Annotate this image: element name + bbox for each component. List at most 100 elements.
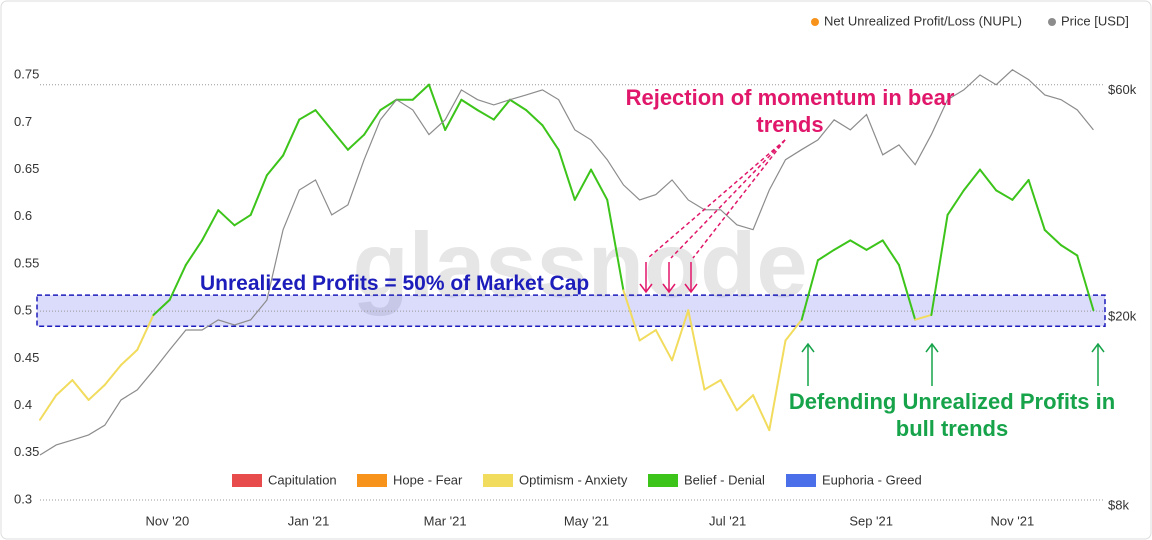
line-segment [752,394,771,432]
line-segment [265,154,285,177]
line-segment [233,213,252,227]
zone-swatch [786,474,816,487]
annotation: Defending Unrealized Profits in bull tre… [788,389,1116,441]
line-segment [55,379,74,397]
line-segment [719,379,738,412]
band-label: Unrealized Profits = 50% of Market Cap [200,272,590,295]
line-segment [346,133,366,151]
zone-label: Capitulation [268,472,337,487]
line-segment [1011,178,1030,201]
line-segment [411,83,430,101]
line-segment [881,239,900,266]
y-tick-label: 0.75 [14,67,39,82]
line-segment [735,394,755,412]
line-segment [444,98,463,131]
line-segment [39,394,58,421]
line-segment [87,383,106,401]
x-tick-label: Nov '21 [991,513,1035,528]
line-segment [784,318,803,342]
line-segment [541,124,560,151]
line-segment [687,309,706,391]
line-segment [120,348,139,367]
line-segment [168,263,187,301]
y-tick-label: 0.6 [14,208,32,223]
watermark: glassnode [352,214,807,316]
line-segment [152,298,171,316]
line-segment [363,109,382,136]
line-segment [573,168,593,201]
line-segment [249,174,268,216]
line-segment [508,98,528,112]
line-segment [897,263,917,321]
line-segment [136,313,155,351]
line-segment [282,118,301,157]
line-segment [557,148,576,201]
x-tick-label: Sep '21 [849,513,893,528]
line-segment [703,379,722,391]
line-segment [590,168,609,201]
line-segment [314,109,333,131]
line-segment [816,248,836,262]
line-segment [217,209,236,227]
line-segment [833,239,852,251]
y-tick-label: 0.65 [14,161,39,176]
line-segment [800,259,819,321]
x-tick-label: Jan '21 [288,513,330,528]
zone-label: Hope - Fear [393,472,463,487]
legend-marker [1048,18,1056,26]
x-tick-label: May '21 [564,513,609,528]
line-segment [849,239,868,251]
line-segment [460,98,479,112]
line-segment [654,329,674,362]
zone-swatch [648,474,678,487]
annotation: Rejection of momentum in bear trends [625,85,955,137]
line-segment [1043,229,1063,247]
line-segment [330,128,349,151]
line-segment [606,198,625,292]
zone-swatch [357,474,387,487]
line-segment [379,98,398,112]
line-segment [103,364,123,386]
y2-tick-label: $20k [1108,309,1137,324]
y2-tick-label: $8k [1108,497,1129,512]
line-segment [622,289,641,342]
y-tick-label: 0.5 [14,303,32,318]
line-segment [1076,254,1095,312]
zone-label: Euphoria - Greed [822,472,922,487]
line-segment [1060,244,1079,257]
y-tick-label: 0.4 [14,397,32,412]
zone-label: Belief - Denial [684,472,765,487]
line-segment [946,189,965,216]
line-segment [962,168,981,192]
line-segment [914,313,933,321]
line-segment [201,209,220,242]
line-segment [476,109,495,121]
x-tick-label: Mar '21 [424,513,467,528]
y-tick-label: 0.35 [14,444,39,459]
x-tick-label: Jul '21 [709,513,746,528]
line-segment [525,109,544,127]
zone-swatch [483,474,513,487]
line-segment [492,98,511,121]
price-line [39,69,1094,456]
line-segment [995,189,1014,201]
line-segment [71,379,90,401]
line-segment [1027,178,1046,232]
arrows [639,139,1105,386]
line-segment [768,339,787,432]
line-segment [638,329,657,342]
line-segment [298,109,317,121]
y-tick-label: 0.7 [14,114,32,129]
x-tick-label: Nov '20 [146,513,190,528]
line-segment [671,309,690,362]
y-tick-label: 0.3 [14,491,32,506]
y-tick-label: 0.45 [14,350,39,365]
y-tick-label: 0.55 [14,255,39,270]
line-segment [930,213,949,316]
zone-swatch [232,474,262,487]
zone-label: Optimism - Anxiety [519,472,628,487]
line-segment [184,239,204,266]
